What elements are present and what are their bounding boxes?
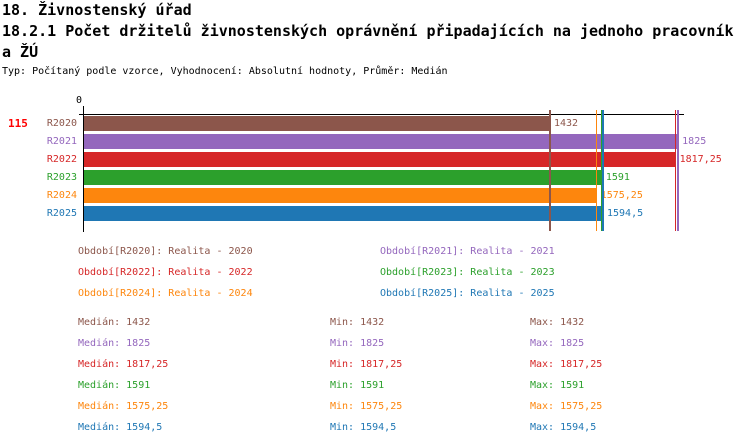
legend-item: Období[R2020]: Realita - 2020 (78, 246, 253, 257)
stat-cell-max: Max: 1432 (530, 317, 585, 328)
y-axis-line (82, 106, 84, 232)
stat-cell-min: Min: 1817,25 (330, 359, 403, 370)
report-meta: Typ: Počítaný podle vzorce, Vyhodnocení:… (2, 66, 448, 77)
value-label: 1825 (682, 136, 707, 147)
report-subtitle: 18.2.1 Počet držitelů živnostenských opr… (2, 22, 734, 40)
stat-cell-median: Medián: 1432 (78, 317, 151, 328)
legend-item: Období[R2022]: Realita - 2022 (78, 267, 253, 278)
category-label: R2021 (46, 136, 77, 147)
stat-cell-max: Max: 1594,5 (530, 422, 597, 433)
stat-cell-min: Min: 1825 (330, 338, 385, 349)
indicator-number: 115 (8, 117, 28, 130)
value-label: 1575,25 (600, 190, 643, 201)
legend-item: Období[R2025]: Realita - 2025 (380, 288, 555, 299)
category-label: R2022 (46, 154, 77, 165)
bar (84, 188, 597, 203)
stat-cell-max: Max: 1817,25 (530, 359, 603, 370)
median-marker-line (601, 110, 603, 231)
category-label: R2023 (46, 172, 77, 183)
legend-item: Období[R2021]: Realita - 2021 (380, 246, 555, 257)
stat-cell-median: Medián: 1591 (78, 380, 151, 391)
report-subtitle-cont: a ŽÚ (2, 43, 39, 61)
bar (84, 152, 676, 167)
stat-cell-max: Max: 1591 (530, 380, 585, 391)
legend-item: Období[R2024]: Realita - 2024 (78, 288, 253, 299)
axis-zero-tick-label: 0 (76, 95, 83, 106)
bar (84, 206, 603, 221)
median-marker-line (602, 110, 604, 231)
category-label: R2024 (46, 190, 77, 201)
x-axis-line (79, 114, 684, 115)
median-marker-line (677, 110, 679, 231)
stat-cell-median: Medián: 1594,5 (78, 422, 163, 433)
stat-cell-max: Max: 1825 (530, 338, 585, 349)
value-label: 1591 (605, 172, 630, 183)
stat-cell-min: Min: 1594,5 (330, 422, 397, 433)
category-label: R2025 (46, 208, 77, 219)
stat-cell-min: Min: 1432 (330, 317, 385, 328)
value-label: 1817,25 (679, 154, 722, 165)
stat-cell-median: Medián: 1817,25 (78, 359, 169, 370)
value-label: 1594,5 (606, 208, 644, 219)
stat-cell-min: Min: 1575,25 (330, 401, 403, 412)
stat-cell-min: Min: 1591 (330, 380, 385, 391)
stat-cell-median: Medián: 1825 (78, 338, 151, 349)
category-label: R2020 (46, 118, 77, 129)
report-title: 18. Živnostenský úřad (2, 1, 192, 19)
median-marker-line (549, 110, 551, 231)
bar (84, 170, 602, 185)
value-label: 1432 (554, 118, 579, 129)
stat-cell-median: Medián: 1575,25 (78, 401, 169, 412)
median-marker-line (674, 110, 677, 231)
median-marker-line (595, 110, 598, 231)
bar (84, 116, 550, 131)
bar (84, 134, 679, 149)
legend-item: Období[R2023]: Realita - 2023 (380, 267, 555, 278)
stat-cell-max: Max: 1575,25 (530, 401, 603, 412)
